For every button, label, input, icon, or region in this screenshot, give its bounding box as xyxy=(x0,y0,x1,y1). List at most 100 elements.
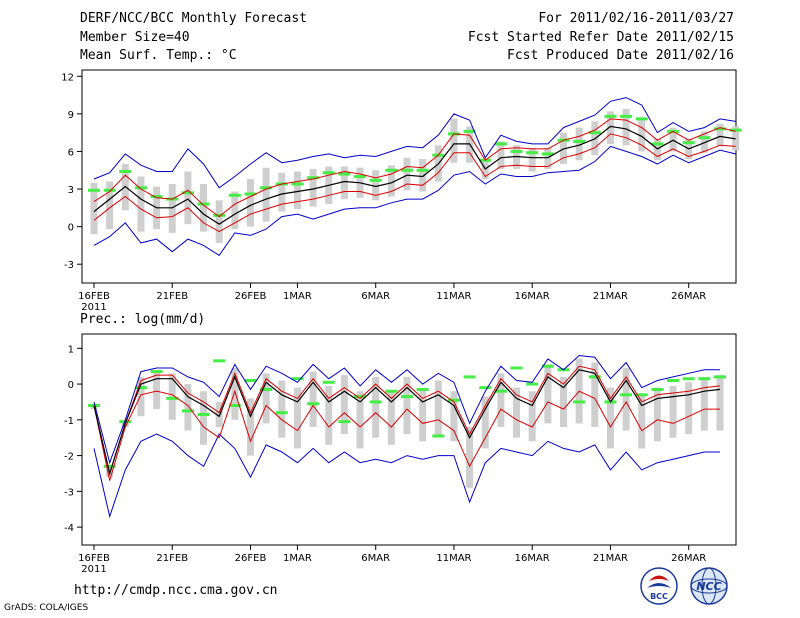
prec-spread-box xyxy=(434,380,442,438)
temp-observed-mark xyxy=(385,168,398,172)
prec-observed-mark xyxy=(197,412,210,416)
prec-observed-mark xyxy=(103,464,116,468)
temp-ytick-label: 3 xyxy=(68,185,74,196)
prec-ytick-label: -4 xyxy=(64,523,74,534)
prec-xtick-label: 16MAR xyxy=(515,553,550,564)
prec-observed-mark xyxy=(291,377,304,381)
temp-observed-mark xyxy=(181,191,194,195)
prec-observed-mark xyxy=(447,398,460,402)
prec-observed-mark xyxy=(322,380,335,384)
prec-spread-box xyxy=(638,394,646,449)
temp-spread-box xyxy=(638,117,646,152)
prec-observed-mark xyxy=(573,400,586,404)
temp-xtick-label: 16FEB xyxy=(78,291,110,302)
temp-spread-box xyxy=(700,131,708,153)
prec-spread-box xyxy=(653,387,661,442)
temp-spread-box xyxy=(716,123,724,147)
prec-observed-mark xyxy=(635,393,648,397)
prec-spread-box xyxy=(184,384,192,431)
forecast-period: For 2011/02/16-2011/03/27 xyxy=(538,11,734,26)
prec-spread-box xyxy=(591,362,599,427)
prec-spread-box xyxy=(560,376,567,427)
prec-spread-box xyxy=(262,373,270,424)
prec-observed-mark xyxy=(432,434,445,438)
footer-url[interactable]: http://cmdp.ncc.cma.gov.cn xyxy=(74,583,278,598)
prec-spread-box xyxy=(325,385,333,445)
prec-observed-mark xyxy=(228,404,241,408)
temp-xtick-label: 26MAR xyxy=(671,291,706,302)
temp-xtick-label: 26FEB xyxy=(235,291,267,302)
temp-observed-mark xyxy=(150,195,163,199)
temp-mean-line xyxy=(93,125,736,225)
temp-ytick-label: 6 xyxy=(68,147,74,158)
prec-spread-box xyxy=(544,364,552,424)
temp-spread-box xyxy=(215,200,223,243)
temp-observed-mark xyxy=(510,149,523,153)
temp-spread-box xyxy=(200,184,208,232)
temp-observed-mark xyxy=(729,128,742,132)
temp-spread-box xyxy=(732,126,740,151)
prec-observed-mark xyxy=(385,389,398,393)
prec-spread-box xyxy=(168,373,176,420)
temp-ytick-label: -3 xyxy=(64,260,74,271)
temp-spread-box xyxy=(372,170,380,201)
temp-spread-box xyxy=(528,147,536,172)
temp-observed-mark xyxy=(119,169,132,173)
prec-spread-box xyxy=(513,387,521,438)
prec-observed-mark xyxy=(620,393,633,397)
prec-xtick-label: 21MAR xyxy=(593,553,628,564)
temp-observed-mark xyxy=(526,151,539,155)
temp-xtick-label: 16MAR xyxy=(515,291,550,302)
temp-upper-spread-line xyxy=(93,118,736,218)
temp-max-line xyxy=(93,97,736,189)
prec-spread-box xyxy=(466,426,474,488)
prec-observed-mark xyxy=(181,409,194,413)
variable-label: Mean Surf. Temp.: °C xyxy=(80,48,237,63)
temp-spread-box xyxy=(340,166,348,200)
prec-ytick-label: -2 xyxy=(64,452,74,463)
prec-observed-mark xyxy=(401,395,413,399)
prec-spread-box xyxy=(231,367,239,420)
prec-xtick-label: 6MAR xyxy=(361,553,390,564)
temp-xtick-label: 6MAR xyxy=(361,291,390,302)
ncc-logo: NCC xyxy=(690,567,728,605)
temp-observed-mark xyxy=(714,127,726,131)
prec-mean-line xyxy=(93,369,721,476)
temp-observed-mark xyxy=(620,114,633,118)
prec-spread-box xyxy=(137,376,145,417)
prec-spread-box xyxy=(419,389,427,442)
prec-spread-box xyxy=(153,371,161,410)
temp-spread-box xyxy=(106,181,114,230)
temp-observed-mark xyxy=(88,188,100,192)
temp-observed-mark xyxy=(228,193,241,197)
prec-spread-box xyxy=(669,385,677,438)
temp-observed-mark xyxy=(103,188,116,192)
temp-spread-box xyxy=(247,179,254,227)
prec-xtick-label: 26FEB xyxy=(235,553,267,564)
prec-observed-mark xyxy=(463,375,476,379)
temp-spread-box xyxy=(669,127,677,152)
prec-spread-box xyxy=(387,391,395,445)
prec-observed-mark xyxy=(667,378,680,382)
prec-observed-mark xyxy=(354,395,367,399)
prec-observed-mark xyxy=(698,377,711,381)
forecast-title: DERF/NCC/BCC Monthly Forecast xyxy=(80,11,307,26)
temp-observed-mark xyxy=(244,192,257,196)
temp-observed-mark xyxy=(197,202,210,206)
prec-xtick-label: 26MAR xyxy=(671,553,706,564)
prec-spread-box xyxy=(278,380,286,438)
temp-spread-box xyxy=(90,182,98,235)
prec-xtick-label: 16FEB xyxy=(78,553,110,564)
prec-observed-mark xyxy=(244,378,257,382)
prec-min-line xyxy=(93,433,720,519)
prec-year-label: 2011 xyxy=(81,564,106,575)
temp-ytick-label: 12 xyxy=(61,72,74,83)
prec-spread-box xyxy=(340,375,348,435)
prec-max-line xyxy=(93,354,720,465)
temp-spread-box xyxy=(403,157,411,191)
prec-spread-box xyxy=(481,396,489,449)
prec-spread-box xyxy=(685,382,693,435)
prec-observed-mark xyxy=(150,370,163,374)
temp-observed-mark xyxy=(494,142,507,146)
temp-xtick-label: 21FEB xyxy=(156,291,188,302)
